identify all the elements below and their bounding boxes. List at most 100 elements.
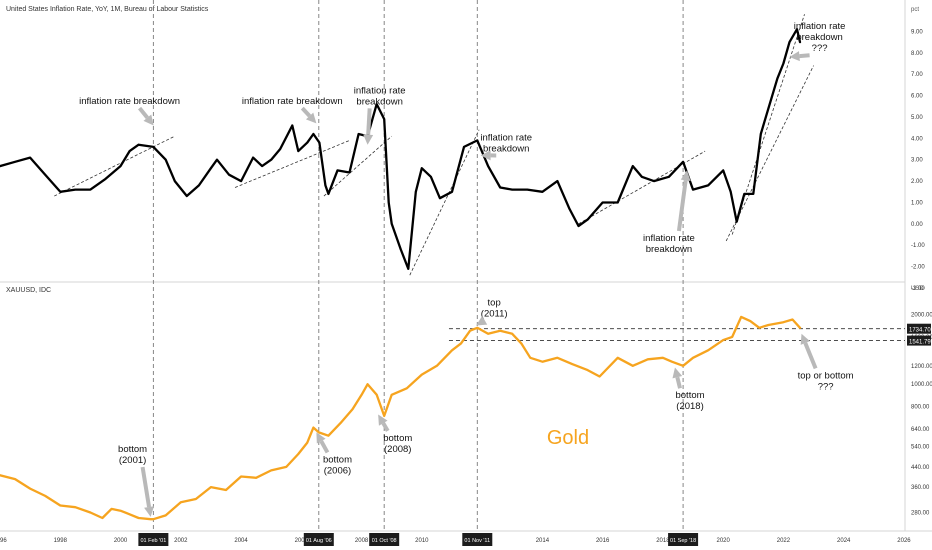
x-axis-tick: 2024 — [837, 538, 851, 544]
x-axis-tick: 1996 — [0, 538, 7, 544]
annotation-text: (2011) — [481, 309, 508, 320]
gold-y-tick: 360.00 — [911, 485, 930, 491]
annotation-text: ??? — [812, 43, 828, 54]
inflation-unit-label: pct — [911, 7, 919, 13]
gold-line — [0, 315, 802, 521]
inflation-trendline — [323, 135, 392, 197]
inflation-trendline — [54, 135, 175, 197]
gold-y-tick: 1000.00 — [911, 382, 932, 388]
gold-y-tick: 640.00 — [911, 427, 930, 433]
inflation-y-tick: 9.00 — [911, 29, 923, 35]
annotation-arrow-shaft — [140, 466, 152, 508]
date-marker-box — [462, 533, 493, 546]
annotation-text: (2006) — [324, 465, 351, 476]
price-label-box — [907, 335, 931, 346]
gold-y-tick: 1200.00 — [911, 364, 932, 370]
x-axis-tick: 2026 — [897, 538, 911, 544]
inflation-trendline — [731, 14, 805, 235]
annotation-text: inflation rate — [794, 21, 846, 32]
annotation-arrow-shaft — [300, 106, 312, 118]
gold-series-label: Gold — [547, 427, 589, 449]
inflation-y-tick: 5.00 — [911, 115, 923, 121]
date-marker-label: 01 Nov '11 — [464, 538, 490, 544]
gold-y-tick: 800.00 — [911, 405, 930, 411]
inflation-y-tick: 7.00 — [911, 72, 923, 78]
inflation-y-tick: -1.00 — [911, 243, 925, 249]
annotation-text: inflation rate — [480, 132, 532, 143]
x-axis-tick: 2004 — [234, 538, 248, 544]
annotation-arrow-head — [789, 51, 800, 62]
inflation-y-tick: 1.00 — [911, 200, 923, 206]
x-axis-tick: 2000 — [114, 538, 128, 544]
x-axis-tick: 2016 — [596, 538, 610, 544]
annotation-text: bottom — [675, 390, 704, 401]
annotation-arrow-head — [305, 112, 317, 124]
annotation-arrow-head — [363, 134, 374, 145]
inflation-y-tick: 0.00 — [911, 222, 923, 228]
annotation-text: breakdown — [483, 143, 529, 154]
annotation-text: top — [488, 298, 501, 309]
annotation-arrow-shaft — [799, 53, 810, 59]
annotation-arrow-shaft — [675, 376, 682, 389]
annotation-arrow-head — [144, 506, 154, 517]
gold-chart-title: XAUUSD, IDC — [6, 287, 52, 294]
annotation-text: breakdown — [356, 96, 402, 107]
annotation-arrow-head — [672, 367, 683, 379]
inflation-y-tick: 3.00 — [911, 158, 923, 164]
x-axis-tick: 2006 — [295, 538, 309, 544]
annotation-text: bottom — [383, 433, 412, 444]
annotation-text: inflation rate breakdown — [242, 96, 343, 107]
inflation-y-tick: 8.00 — [911, 51, 923, 57]
inflation-chart-title: United States Inflation Rate, YoY, 1M, B… — [6, 6, 209, 13]
inflation-y-tick: -3.00 — [911, 286, 925, 292]
annotation-text: bottom — [323, 454, 352, 465]
x-axis-tick: 2008 — [355, 538, 369, 544]
annotation-arrow-head — [316, 432, 326, 444]
annotation-arrow-head — [476, 316, 488, 326]
annotation-arrow-shaft — [366, 108, 372, 135]
x-axis-tick: 2018 — [656, 538, 670, 544]
annotation-arrow-head — [480, 150, 491, 161]
annotation-text: (2008) — [384, 444, 411, 455]
price-label: 1541.79 — [909, 340, 931, 346]
date-marker-label: 01 Sep '18 — [670, 538, 696, 544]
annotation-text: inflation rate — [643, 233, 695, 244]
annotation-text: breakdown — [646, 244, 692, 255]
x-axis-tick: 1998 — [54, 538, 68, 544]
annotation-text: bottom — [118, 444, 147, 455]
annotation-arrow-shaft — [676, 180, 688, 232]
x-axis-tick: 2002 — [174, 538, 188, 544]
inflation-trendline — [725, 65, 814, 242]
annotation-arrow-shaft — [381, 422, 390, 432]
date-marker-label: 01 Feb '01 — [140, 538, 166, 544]
inflation-y-tick: -2.00 — [911, 265, 925, 271]
annotation-text: (2018) — [676, 401, 703, 412]
date-marker-box — [303, 533, 334, 546]
annotation-arrow-shaft — [138, 106, 149, 119]
price-label: 1734.70 — [909, 328, 931, 334]
x-axis-tick: 2020 — [716, 538, 730, 544]
annotation-arrow-head — [680, 170, 691, 181]
inflation-trendline — [409, 129, 480, 276]
annotation-text: top or bottom — [798, 370, 854, 381]
x-axis-tick: 2022 — [777, 538, 791, 544]
annotation-arrow-shaft — [319, 440, 330, 454]
gold-y-tick: 540.00 — [911, 444, 930, 450]
annotation-arrow-head — [143, 114, 154, 126]
date-marker-box — [369, 533, 400, 546]
date-marker-box — [668, 533, 699, 546]
inflation-y-tick: 6.00 — [911, 94, 923, 100]
annotation-text: ??? — [818, 381, 834, 392]
date-marker-label: 01 Oct '08 — [372, 538, 397, 544]
annotation-text: inflation rate breakdown — [79, 96, 180, 107]
gold-y-tick: 2000.00 — [911, 312, 932, 318]
gold-y-tick: 440.00 — [911, 465, 930, 471]
gold-y-tick: 280.00 — [911, 510, 930, 516]
inflation-trendline — [234, 140, 350, 188]
date-marker-box — [138, 533, 169, 546]
annotation-arrow-head — [800, 333, 810, 345]
annotation-text: (2001) — [119, 455, 146, 466]
x-axis-tick: 2010 — [415, 538, 429, 544]
annotation-arrow-shaft — [803, 342, 818, 370]
